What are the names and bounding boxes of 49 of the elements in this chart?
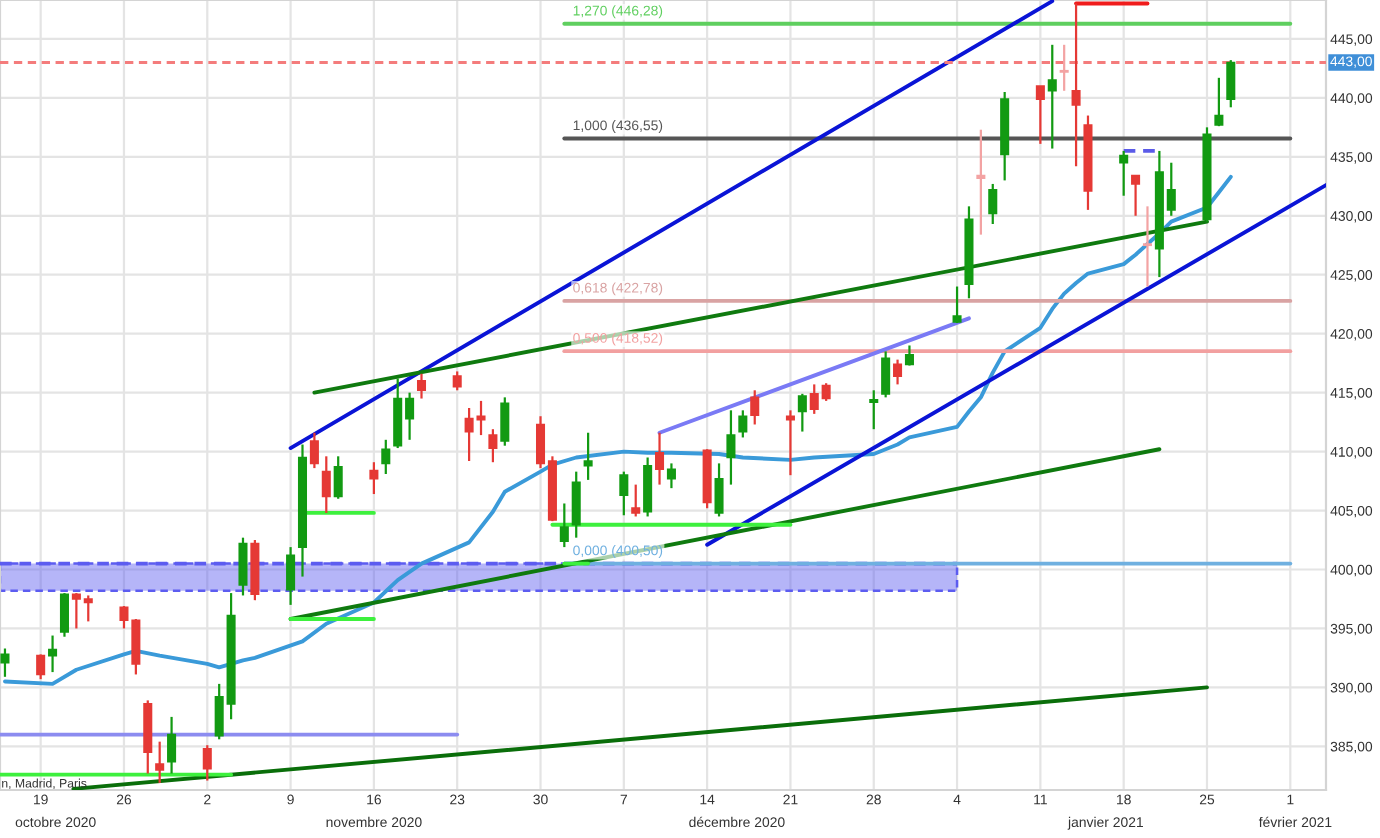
candlestick	[714, 462, 724, 518]
candlestick	[1119, 149, 1129, 197]
candlestick	[631, 483, 641, 518]
candlestick	[976, 128, 986, 236]
candlestick	[571, 470, 581, 539]
candlestick	[1035, 84, 1045, 145]
candlestick	[416, 372, 427, 400]
candlestick	[321, 455, 331, 515]
candlestick	[1214, 76, 1224, 128]
candlestick	[167, 715, 177, 775]
candlestick	[952, 285, 962, 325]
candlestick	[500, 396, 510, 447]
candlestick	[452, 370, 462, 392]
candlestick	[286, 545, 296, 606]
line-series	[3, 174, 1233, 686]
candlestick	[1226, 59, 1236, 109]
candlestick	[155, 740, 165, 785]
candlestick	[904, 344, 914, 367]
candlestick	[381, 438, 391, 476]
candlestick	[1142, 205, 1153, 288]
candlestick	[238, 536, 248, 597]
candlestick	[619, 470, 629, 517]
candlestick	[1131, 174, 1141, 217]
candlestick	[559, 502, 569, 549]
candlestick	[59, 591, 69, 638]
candlestick	[0, 647, 10, 678]
candlestick	[797, 392, 807, 433]
candlestick	[666, 462, 676, 490]
candlestick	[643, 456, 653, 518]
candlestick	[333, 455, 343, 500]
candlestick	[36, 653, 46, 681]
candlestick	[655, 431, 665, 486]
candlestick	[869, 389, 879, 431]
candlestick	[1059, 43, 1069, 92]
candlestick	[583, 431, 593, 482]
candlestick	[1047, 43, 1057, 150]
candlestick	[1071, 2, 1081, 168]
candlestick	[202, 744, 212, 782]
candlestick	[738, 409, 748, 439]
candlestick	[48, 634, 58, 674]
candlestick	[488, 428, 498, 464]
candlestick	[881, 350, 891, 399]
candlestick	[726, 409, 736, 486]
candlestick	[750, 389, 760, 426]
candlestick	[309, 431, 319, 470]
candlestick	[369, 461, 379, 496]
candlestick	[785, 409, 795, 477]
candlestick	[893, 358, 903, 386]
candlestick	[988, 182, 998, 226]
